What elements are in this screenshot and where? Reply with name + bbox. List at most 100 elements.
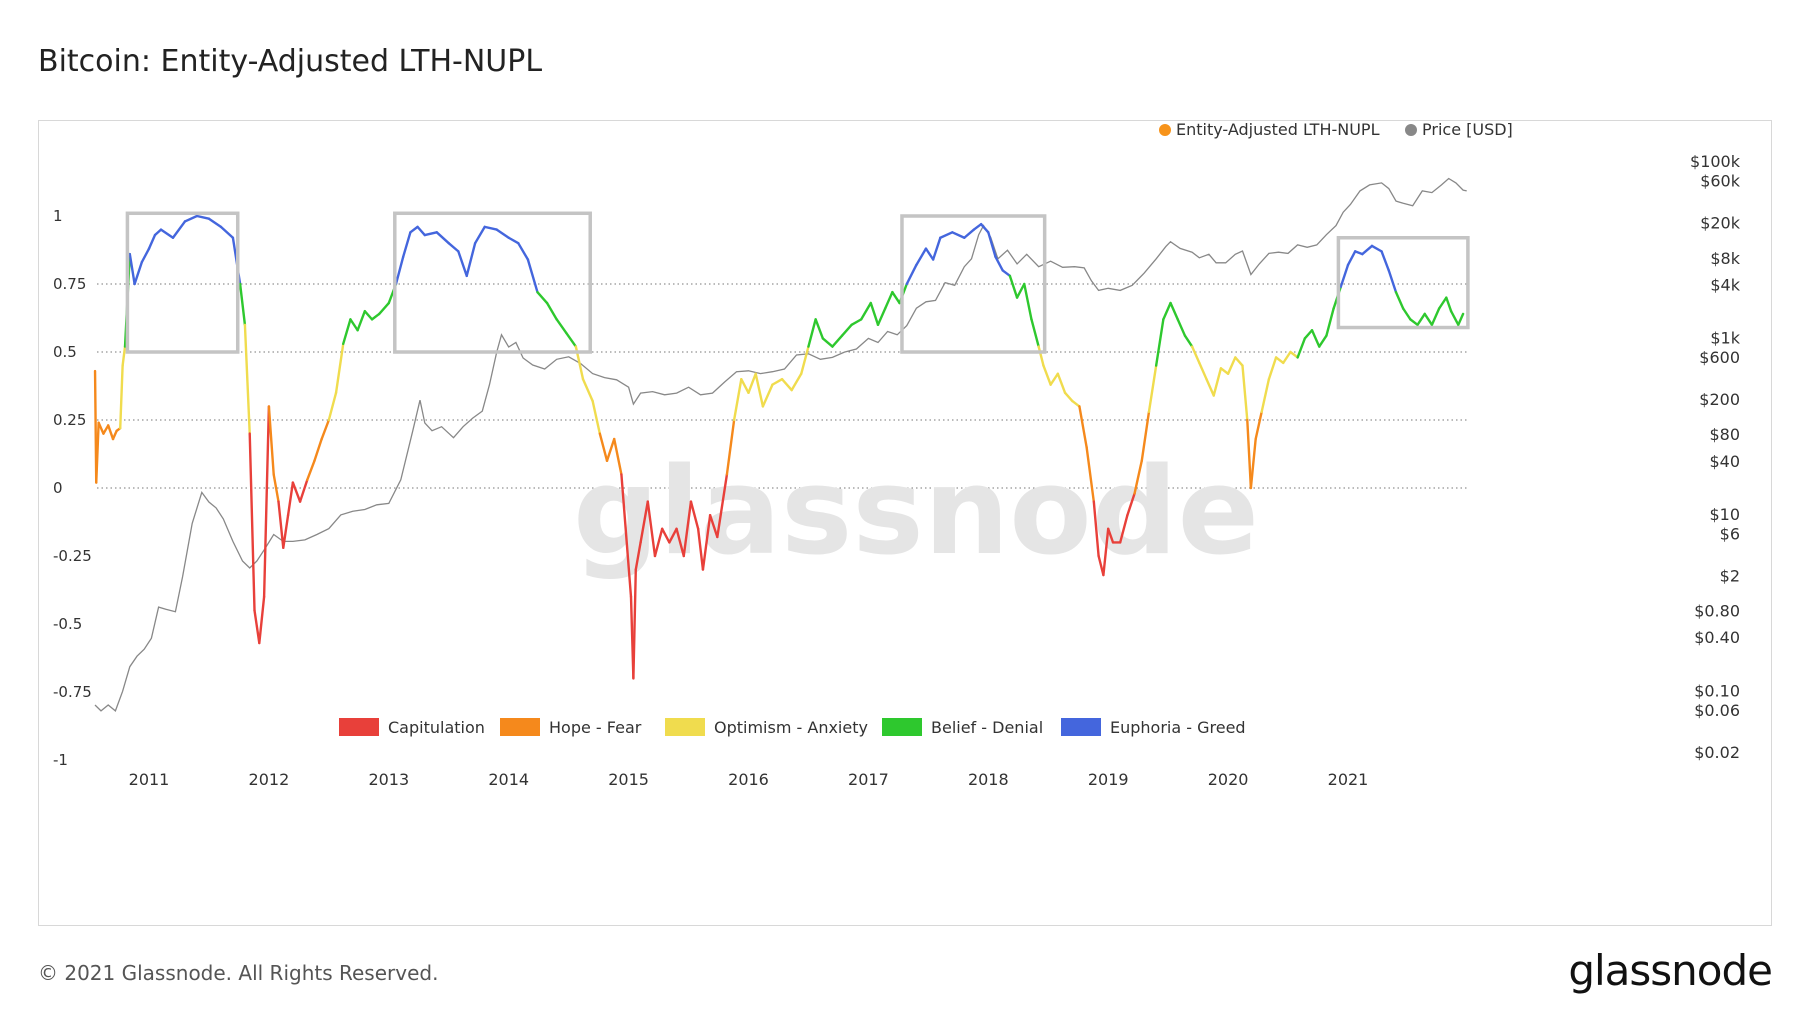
nupl-segment — [342, 318, 352, 346]
nupl-segment — [1267, 356, 1278, 381]
nupl-segment — [517, 241, 530, 261]
x-tick-label: 2021 — [1328, 770, 1369, 789]
nupl-segment — [272, 473, 280, 503]
nupl-segment — [267, 405, 275, 476]
legend-top: Entity-Adjusted LTH-NUPL Price [USD] — [1159, 121, 1513, 139]
nupl-segment — [1102, 527, 1110, 577]
nupl-segment — [447, 241, 460, 253]
nupl-segment — [370, 312, 381, 321]
nupl-segment — [286, 481, 295, 517]
nupl-segment — [262, 405, 271, 598]
nupl-segment — [1234, 356, 1244, 367]
nupl-segment — [951, 231, 966, 239]
x-tick-label: 2017 — [848, 770, 889, 789]
nupl-segment — [1176, 318, 1187, 337]
nupl-segment — [291, 481, 302, 503]
nupl-segment — [780, 378, 793, 392]
y-left-tick-label: -1 — [53, 751, 68, 769]
nupl-segment — [378, 301, 390, 316]
nupl-segment — [963, 228, 976, 239]
legend-top-marker — [1159, 124, 1171, 136]
nupl-segment — [1008, 274, 1019, 299]
brand-logo: glassnode — [1568, 946, 1773, 995]
nupl-segment — [1445, 296, 1453, 313]
y-right-tick-label: $60k — [1700, 172, 1741, 191]
nupl-segment — [95, 421, 100, 484]
nupl-segment — [243, 323, 251, 435]
legend-top-label: Entity-Adjusted LTH-NUPL — [1176, 121, 1380, 139]
nupl-segment — [632, 568, 637, 680]
y-left-tick-label: 0.75 — [53, 275, 86, 293]
nupl-segment — [298, 478, 309, 503]
x-tick-label: 2012 — [249, 770, 290, 789]
legend-bottom-swatch — [665, 718, 705, 736]
y-right-tick-label: $20k — [1700, 214, 1741, 233]
nupl-segment — [97, 421, 105, 435]
nupl-segment — [598, 432, 609, 462]
nupl-segment — [545, 301, 558, 321]
nupl-segment — [128, 252, 136, 286]
nupl-segment — [653, 527, 664, 558]
nupl-segment — [646, 500, 657, 558]
nupl-segment — [1423, 312, 1434, 327]
nupl-segment — [1205, 378, 1215, 397]
nupl-segment — [219, 225, 235, 239]
nupl-segment — [1449, 309, 1460, 327]
legend-bottom: Capitulation Hope - Fear Optimism - Anxiet… — [339, 718, 1246, 737]
legend-bottom-label: Optimism - Anxiety — [714, 718, 868, 737]
nupl-segment — [320, 418, 331, 441]
nupl-segment — [1042, 364, 1052, 386]
nupl-segment — [349, 318, 359, 332]
nupl-segment — [423, 231, 438, 237]
nupl-segment — [1394, 290, 1405, 310]
nupl-segment — [924, 247, 935, 261]
nupl-segment — [915, 247, 928, 267]
nupl-segment — [1049, 372, 1060, 386]
nupl-series — [93, 214, 1465, 680]
page-title: Bitcoin: Entity-Adjusted LTH-NUPL — [38, 44, 543, 79]
nupl-segment — [1416, 312, 1426, 327]
legend-bottom-swatch — [882, 718, 922, 736]
nupl-segment — [327, 391, 338, 422]
nupl-segment — [747, 372, 757, 394]
nupl-segment — [282, 514, 290, 550]
nupl-segment — [1198, 361, 1208, 381]
nupl-segment — [313, 437, 323, 462]
x-tick-label: 2020 — [1208, 770, 1249, 789]
nupl-segment — [725, 418, 736, 476]
nupl-segment — [1254, 410, 1263, 441]
x-tick-label: 2015 — [608, 770, 649, 789]
nupl-segment — [277, 500, 285, 550]
nupl-segment — [111, 429, 118, 441]
nupl-segment — [668, 527, 678, 544]
nupl-segment — [620, 473, 633, 598]
nupl-segment — [119, 364, 124, 430]
y-right-tick-label: $100k — [1690, 152, 1741, 171]
x-tick-label: 2013 — [368, 770, 409, 789]
nupl-segment — [1303, 329, 1314, 340]
legend-bottom-label: Euphoria - Greed — [1110, 718, 1246, 737]
watermark-text: glassnode — [573, 443, 1259, 582]
nupl-segment — [1339, 263, 1350, 288]
legend-bottom-swatch — [339, 718, 379, 736]
nupl-segment — [1241, 364, 1249, 422]
nupl-segment — [507, 236, 520, 245]
y-right-tick-label: $8k — [1710, 249, 1740, 268]
legend-bottom-label: Capitulation — [388, 718, 485, 737]
nupl-segment — [1030, 318, 1040, 348]
nupl-segment — [807, 318, 817, 348]
nupl-segment — [121, 345, 127, 367]
nupl-segment — [732, 378, 743, 422]
nupl-segment — [716, 473, 729, 539]
nupl-segment — [860, 301, 872, 321]
nupl-segment — [1015, 282, 1026, 299]
nupl-segment — [1212, 367, 1223, 397]
nupl-segment — [869, 301, 880, 327]
nupl-segment — [258, 595, 266, 645]
y-right-tick-label: $0.40 — [1694, 628, 1740, 647]
nupl-segment — [591, 399, 602, 435]
y-right-tick-label: $0.02 — [1694, 743, 1740, 762]
x-tick-label: 2011 — [129, 770, 170, 789]
nupl-segment — [248, 432, 256, 612]
nupl-segment — [1147, 364, 1158, 414]
